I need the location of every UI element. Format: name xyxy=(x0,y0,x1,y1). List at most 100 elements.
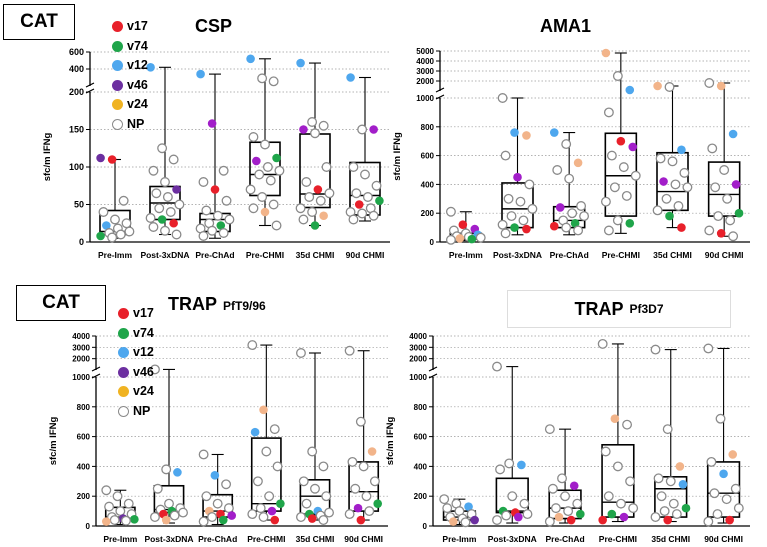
data-point xyxy=(168,154,179,165)
y-tick-label: 200 xyxy=(421,209,435,218)
y-tick-label: 1000 xyxy=(72,373,90,382)
data-point xyxy=(731,180,741,189)
y-tick-label: 400 xyxy=(421,180,435,189)
data-point xyxy=(458,220,468,230)
data-point xyxy=(255,503,266,514)
data-point xyxy=(504,458,515,469)
data-point xyxy=(721,494,732,505)
y-tick-label: 3000 xyxy=(416,67,434,76)
data-point xyxy=(120,515,131,526)
legend-label: v12 xyxy=(127,58,148,72)
data-point xyxy=(554,512,564,522)
legend-top: v17 v74 v12 v46 v24 NP xyxy=(112,17,148,134)
data-point xyxy=(301,498,312,509)
data-point xyxy=(274,165,285,176)
title-ama1: AMA1 xyxy=(540,16,592,36)
x-tick-label: Pre-Imm xyxy=(98,250,132,260)
data-point xyxy=(164,498,174,509)
data-point xyxy=(630,170,641,181)
data-point xyxy=(650,344,661,355)
data-point xyxy=(621,190,632,201)
data-point xyxy=(313,185,323,194)
data-point xyxy=(212,210,223,221)
data-point xyxy=(675,462,685,471)
data-point xyxy=(678,479,688,489)
data-point xyxy=(507,491,518,502)
data-point xyxy=(677,145,686,155)
data-point xyxy=(221,479,232,490)
data-point xyxy=(656,491,667,502)
data-point xyxy=(501,510,512,521)
data-point xyxy=(557,473,567,484)
data-point xyxy=(110,214,120,225)
data-point xyxy=(304,192,315,202)
data-point xyxy=(722,193,733,204)
data-point xyxy=(268,76,279,87)
y-tick-label: 400 xyxy=(77,462,91,471)
data-point xyxy=(566,515,576,525)
y-axis-label: sfc/m IFNg xyxy=(42,133,53,182)
data-point xyxy=(130,514,139,524)
legend-label: NP xyxy=(133,403,151,418)
data-point xyxy=(310,128,320,139)
data-point xyxy=(665,476,676,487)
data-point xyxy=(667,156,678,167)
data-point xyxy=(570,218,580,228)
data-point xyxy=(650,512,661,523)
data-point xyxy=(254,169,265,180)
legend-marker-icon xyxy=(112,118,123,130)
data-point xyxy=(367,447,377,456)
data-point xyxy=(492,361,502,372)
data-point xyxy=(704,78,715,88)
data-point xyxy=(160,225,170,236)
title-trap-pft996: TRAP PfT9/96 xyxy=(168,294,266,314)
data-point xyxy=(600,196,611,207)
y-tick-label: 800 xyxy=(421,123,435,132)
y-tick-label: 200 xyxy=(69,87,84,97)
y-axis-label: sfc/m IFNg xyxy=(385,417,396,466)
y-tick-label: 800 xyxy=(77,403,91,412)
legend-bottom-NP: NP xyxy=(118,402,154,422)
legend-label: v46 xyxy=(127,77,148,92)
data-point xyxy=(371,180,382,191)
y-tick-label: 2000 xyxy=(409,355,427,364)
data-point xyxy=(107,155,117,164)
data-point xyxy=(101,517,111,526)
data-point xyxy=(677,223,686,232)
data-point xyxy=(307,207,318,217)
data-point xyxy=(162,192,173,202)
data-point xyxy=(248,203,259,214)
data-point xyxy=(356,515,366,525)
data-point xyxy=(98,207,109,217)
data-point xyxy=(625,85,635,95)
data-point xyxy=(659,506,670,517)
y-tick-label: 600 xyxy=(77,433,91,442)
data-point xyxy=(455,234,465,243)
data-point xyxy=(357,208,368,219)
x-tick-label: Pre-Imm xyxy=(449,250,483,260)
data-point xyxy=(227,511,237,520)
x-tick-label: 90d CHMI xyxy=(346,250,385,260)
data-point xyxy=(561,139,572,150)
data-point xyxy=(564,173,575,184)
data-point xyxy=(351,188,362,199)
data-point xyxy=(449,517,458,526)
data-point xyxy=(157,143,168,154)
y-tick-label: 2000 xyxy=(72,355,90,364)
data-point xyxy=(318,120,329,131)
legend-bottom-v24: v24 xyxy=(118,382,154,402)
data-point xyxy=(622,419,633,430)
data-point xyxy=(161,515,171,525)
data-point xyxy=(224,214,235,225)
data-point xyxy=(173,468,182,477)
data-point xyxy=(552,165,563,175)
data-point xyxy=(519,498,530,509)
data-point xyxy=(716,81,726,91)
legend-marker-icon xyxy=(112,79,123,91)
data-point xyxy=(703,343,714,354)
data-point xyxy=(603,225,614,236)
x-tick-label: Pre-CHMI xyxy=(246,250,284,260)
data-point xyxy=(357,124,368,135)
data-point xyxy=(442,503,453,514)
data-point xyxy=(506,211,517,222)
